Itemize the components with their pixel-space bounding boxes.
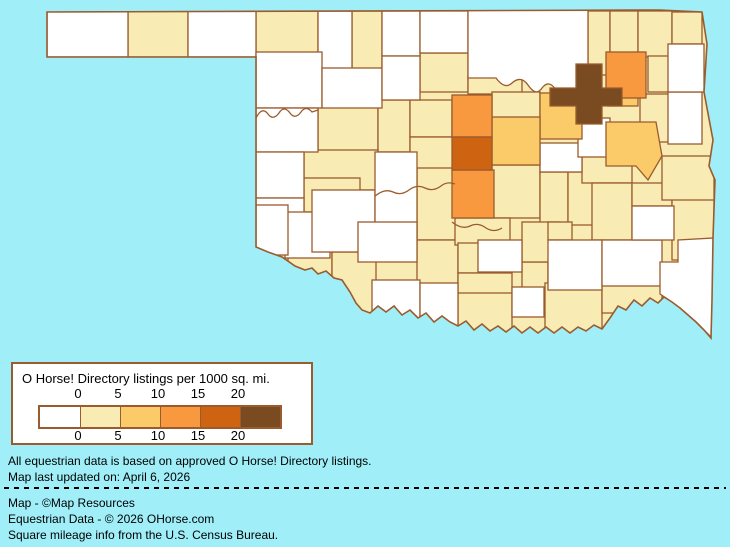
county-region (255, 51, 323, 109)
county-region (255, 151, 305, 199)
county-region (521, 261, 549, 291)
county-region (255, 204, 289, 256)
county-region (416, 167, 458, 241)
county-region (127, 10, 189, 58)
county-region (547, 239, 603, 291)
county-region (371, 279, 421, 321)
county-region (491, 164, 541, 219)
legend-ticks-top: 0 5 10 15 20 (13, 386, 311, 401)
dashed-separator (4, 487, 726, 489)
county-region (667, 91, 703, 145)
county-region (637, 10, 673, 58)
legend-tick-bottom: 15 (190, 428, 206, 443)
legend-swatch (160, 407, 200, 427)
county-region (317, 10, 353, 72)
county-region (477, 239, 523, 273)
county-region (409, 99, 453, 138)
legend-title: O Horse! Directory listings per 1000 sq.… (22, 371, 270, 386)
footnote-data-source: All equestrian data is based on approved… (8, 454, 372, 468)
county-region (591, 182, 633, 241)
county-region (357, 221, 418, 263)
footnote-last-updated: Map last updated on: April 6, 2026 (8, 470, 191, 484)
legend-tick-top: 15 (190, 386, 206, 401)
county-region (416, 239, 459, 286)
county-region (451, 94, 493, 138)
credit-map-resources: Map - ©Map Resources (8, 496, 135, 510)
legend-ticks-bottom: 0 5 10 15 20 (13, 428, 311, 443)
county-region (601, 282, 663, 314)
state-outline (46, 9, 716, 341)
county-region (549, 63, 623, 125)
credit-census-bureau: Square mileage info from the U.S. Census… (8, 528, 279, 542)
legend-tick-top: 5 (114, 386, 122, 401)
river-line (255, 107, 319, 119)
credit-equestrian-data: Equestrian Data - © 2026 OHorse.com (8, 512, 215, 526)
legend-box: O Horse! Directory listings per 1000 sq.… (11, 362, 313, 445)
county-region (321, 67, 383, 109)
oklahoma-choropleth-map (46, 9, 716, 341)
legend-swatch (40, 407, 80, 427)
county-region (381, 10, 421, 57)
county-region (605, 121, 663, 182)
county-region (467, 10, 589, 93)
county-region (547, 221, 573, 241)
county-region (451, 169, 495, 219)
county-region (671, 11, 703, 45)
county-region (419, 282, 459, 329)
legend-swatch (120, 407, 160, 427)
legend-tick-top: 10 (150, 386, 166, 401)
legend-color-ramp (38, 405, 282, 429)
county-region (667, 43, 705, 93)
county-region (255, 10, 319, 54)
legend-swatch (200, 407, 240, 427)
county-region (317, 105, 379, 153)
county-region (511, 286, 545, 318)
legend-swatch (240, 407, 280, 427)
county-region (187, 10, 257, 58)
county-region (381, 55, 421, 101)
county-region (539, 142, 583, 173)
legend-tick-bottom: 10 (150, 428, 166, 443)
county-region (451, 136, 493, 171)
legend-tick-top: 20 (230, 386, 246, 401)
county-region (419, 10, 469, 54)
county-region (601, 239, 663, 287)
county-region (544, 282, 603, 336)
county-region (255, 107, 319, 153)
county-region (631, 205, 675, 241)
river-line (374, 182, 456, 197)
legend-tick-bottom: 0 (74, 428, 82, 443)
river-line (451, 221, 503, 232)
county-region (47, 10, 129, 58)
legend-tick-bottom: 5 (114, 428, 122, 443)
county-region (377, 99, 411, 153)
legend-swatch (80, 407, 120, 427)
county-region (609, 10, 639, 54)
legend-tick-top: 0 (74, 386, 82, 401)
county-region (539, 171, 569, 226)
county-region (491, 91, 541, 120)
county-region (351, 10, 383, 74)
legend-tick-bottom: 20 (230, 428, 246, 443)
county-region (491, 116, 541, 166)
county-region (661, 155, 715, 201)
county-region (419, 52, 469, 93)
